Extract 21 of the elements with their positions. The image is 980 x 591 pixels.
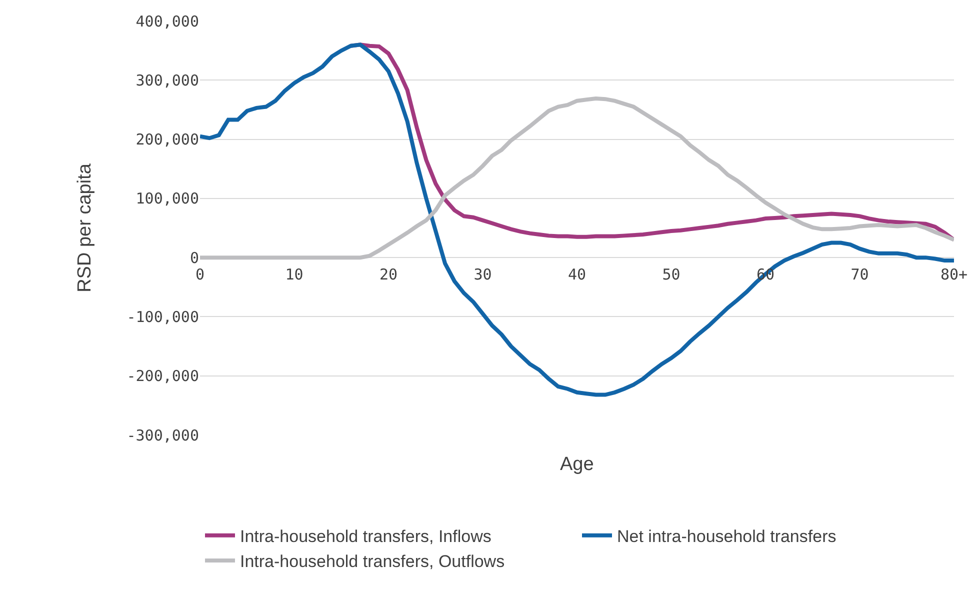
y-tick-label: 0 xyxy=(190,248,199,267)
x-tick-label: 20 xyxy=(379,266,398,284)
y-axis-title: RSD per capita xyxy=(74,163,96,292)
y-tick-label: -300,000 xyxy=(126,426,199,444)
x-axis-title: Age xyxy=(560,454,594,475)
x-tick-label: 80+ xyxy=(940,266,968,284)
x-tick-label: 40 xyxy=(568,266,586,284)
y-tick-label: 400,000 xyxy=(136,12,199,30)
y-tick-label: -100,000 xyxy=(126,308,199,326)
x-tick-label: 30 xyxy=(474,266,492,284)
y-tick-label: 200,000 xyxy=(136,130,199,149)
legend-label: Net intra-household transfers xyxy=(617,526,836,546)
y-tick-label: -200,000 xyxy=(126,367,199,386)
legend-label: Intra-household transfers, Outflows xyxy=(240,552,505,572)
x-tick-label: 70 xyxy=(850,266,869,284)
x-tick-label: 10 xyxy=(285,266,304,284)
y-tick-label: 100,000 xyxy=(136,190,199,208)
line-series xyxy=(200,96,954,260)
legend-label: Intra-household transfers, Inflows xyxy=(240,526,492,546)
y-tick-label: 300,000 xyxy=(136,71,199,90)
x-tick-label: 50 xyxy=(662,266,680,284)
